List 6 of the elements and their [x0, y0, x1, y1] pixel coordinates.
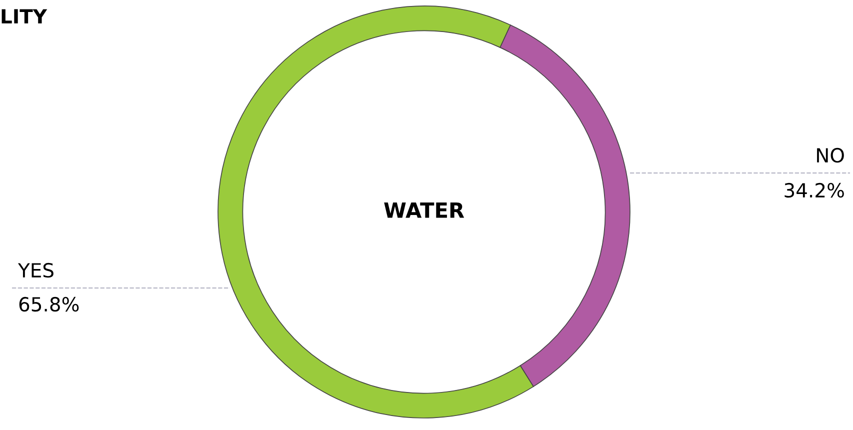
slice-label: NO [817, 148, 844, 163]
data-label: 34.2% [784, 182, 844, 198]
slice-label: YES [18, 262, 54, 278]
chart-title: LITY [2, 9, 48, 24]
text: WATER [384, 202, 464, 218]
data-label: 65.8% [19, 296, 79, 312]
